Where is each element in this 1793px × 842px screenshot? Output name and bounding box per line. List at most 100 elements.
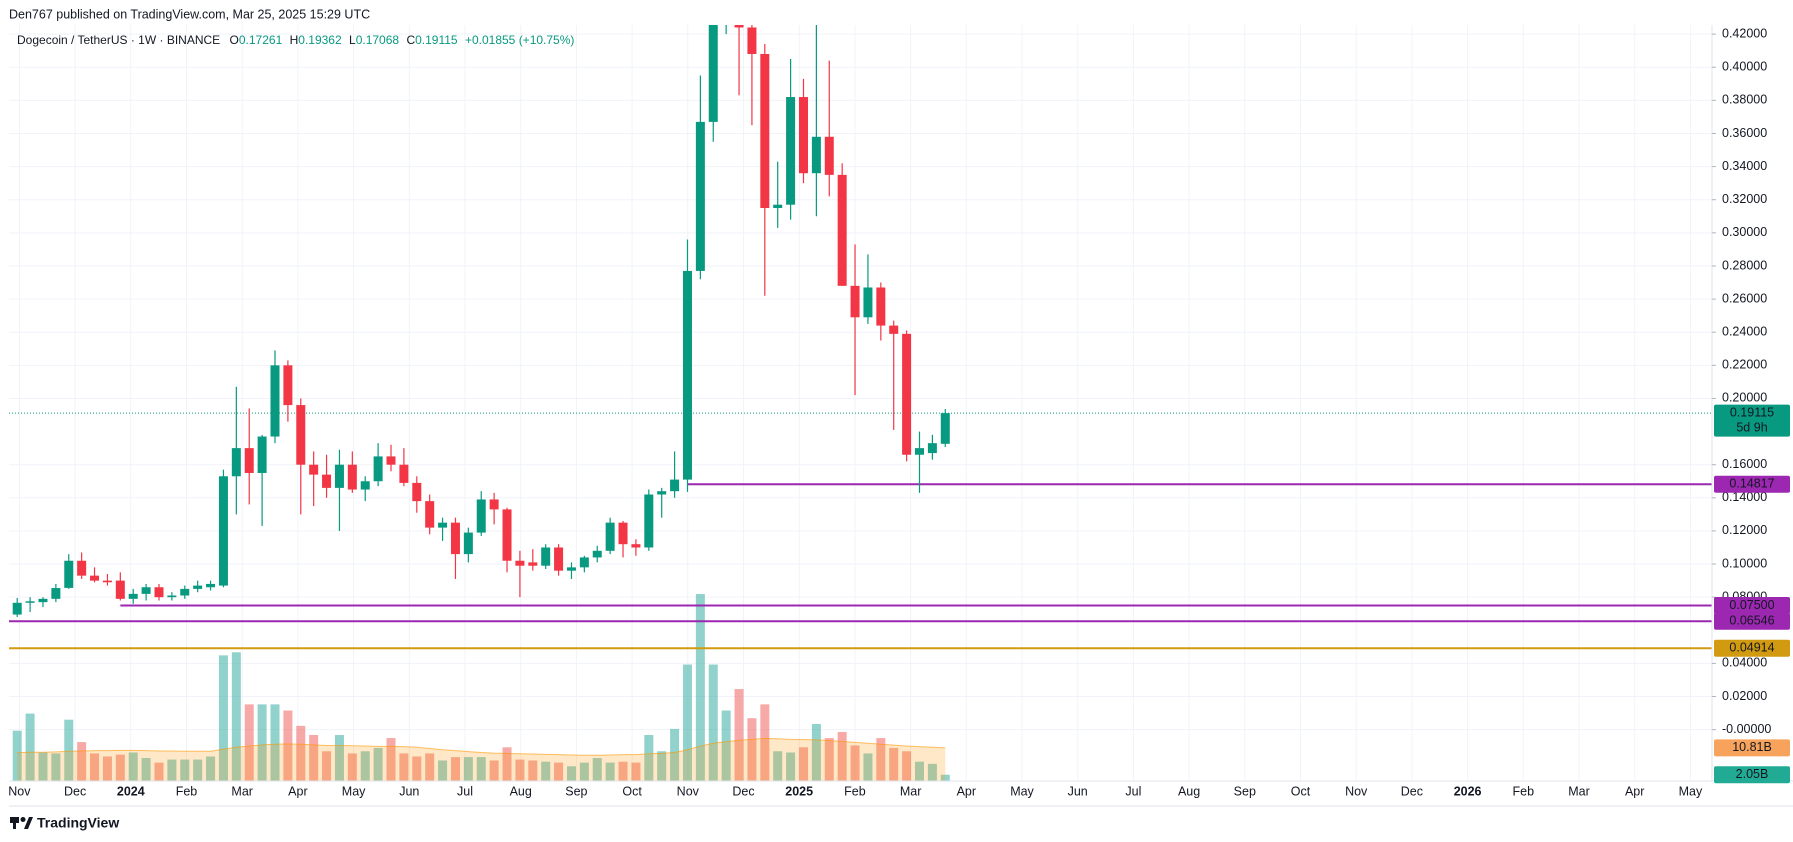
legend-open: 0.17261	[239, 33, 283, 47]
volume-bar	[412, 756, 422, 781]
candle-body	[554, 547, 564, 571]
x-tick-label: Jul	[457, 784, 473, 798]
x-tick-label: Dec	[64, 784, 86, 798]
legend: Dogecoin / TetherUS · 1W · BINANCE O0.17…	[17, 33, 574, 47]
level-label: 0.07500	[1729, 598, 1774, 612]
x-tick-label: Mar	[231, 784, 253, 798]
candle-body	[463, 532, 473, 555]
candle-body	[373, 456, 383, 482]
candle-body	[579, 557, 589, 568]
legend-change-pct: (+10.75%)	[519, 33, 575, 47]
volume-bar	[360, 751, 370, 781]
candle-body	[476, 499, 486, 533]
candle-body	[824, 136, 834, 175]
volume-bar	[773, 751, 783, 781]
volume-bar	[270, 704, 280, 781]
volume-bar	[38, 752, 48, 781]
volume-bar	[708, 664, 718, 781]
candle-body	[644, 494, 654, 548]
candle-body	[734, 25, 744, 28]
candle-body	[798, 97, 808, 174]
legend-high: 0.19362	[298, 33, 342, 47]
candle-body	[747, 27, 757, 54]
x-tick-label: Apr	[288, 784, 307, 798]
volume-bar	[257, 704, 267, 781]
volume-bar	[25, 713, 35, 781]
x-tick-label: Oct	[1291, 784, 1311, 798]
y-tick-label: 0.22000	[1722, 358, 1767, 372]
volume-ma-label: 10.81B	[1732, 740, 1772, 754]
candle-body	[850, 285, 860, 318]
volume-bar	[657, 751, 667, 781]
candle-body	[863, 287, 873, 318]
x-tick-label: Jun	[1068, 784, 1088, 798]
candle-body	[296, 405, 306, 465]
candle-body	[141, 587, 151, 594]
volume-ma-line	[17, 737, 946, 756]
logo-mark	[20, 817, 26, 822]
legend-title: Dogecoin / TetherUS · 1W · BINANCE	[17, 33, 220, 47]
candle-body	[631, 544, 641, 548]
x-tick-label: Dec	[1401, 784, 1423, 798]
y-tick-label: 0.40000	[1722, 60, 1767, 74]
volume-box	[1714, 766, 1790, 784]
volume-bar	[592, 758, 602, 781]
volume-bar	[322, 751, 332, 781]
legend-low: 0.17068	[356, 33, 400, 47]
candle-body	[786, 97, 796, 205]
last-price-box	[1714, 404, 1790, 437]
x-tick-label: Feb	[1513, 784, 1535, 798]
candle-body	[167, 595, 177, 598]
y-tick-label: 0.36000	[1722, 126, 1767, 140]
x-tick-label: Dec	[732, 784, 754, 798]
volume-bar	[747, 718, 757, 781]
candle-body	[760, 53, 770, 208]
candle-body	[399, 464, 409, 483]
level-label-box	[1714, 612, 1790, 630]
candle-body	[915, 448, 924, 455]
volume-bar	[90, 753, 100, 781]
volume-bar	[902, 751, 912, 781]
candle-body	[541, 547, 551, 566]
volume-bar	[502, 747, 512, 781]
candle-body	[90, 575, 100, 581]
volume-bar	[309, 735, 319, 781]
volume-bar	[798, 747, 808, 781]
x-tick-label: May	[342, 784, 366, 798]
volume-bar	[824, 738, 834, 781]
candle-body	[837, 174, 847, 286]
volume-bar	[154, 762, 164, 781]
legend-letter: L	[349, 33, 356, 47]
y-tick-label: 0.42000	[1722, 26, 1767, 40]
x-tick-label: 2025	[785, 784, 813, 798]
volume-bar	[541, 761, 551, 781]
y-tick-label: 0.04000	[1722, 656, 1767, 670]
candle-body	[193, 585, 203, 589]
x-tick-label: Aug	[1178, 784, 1200, 798]
candle-body	[244, 448, 254, 473]
legend-letter: C	[406, 33, 415, 47]
volume-bar	[231, 652, 241, 781]
volume-bar	[940, 774, 950, 781]
volume-ma-box	[1714, 739, 1790, 757]
candle-body	[773, 204, 783, 208]
volume-bar	[51, 753, 61, 781]
volume-label: 2.05B	[1736, 767, 1769, 781]
candle-body	[438, 522, 448, 528]
volume-bar	[450, 757, 460, 781]
y-tick-label: 0.30000	[1722, 225, 1767, 239]
volume-bar	[566, 766, 576, 781]
candle-body	[940, 413, 950, 444]
candle-body	[309, 464, 319, 475]
volume-bar	[218, 655, 228, 781]
candle-body	[566, 567, 576, 571]
x-tick-label: Sep	[1234, 784, 1256, 798]
candle-body	[322, 474, 332, 488]
candle-body	[592, 550, 602, 558]
candle-body	[682, 270, 692, 480]
candle-body	[283, 365, 293, 406]
candle-body	[206, 583, 216, 588]
candle-body	[115, 580, 125, 599]
level-label: 0.04914	[1729, 641, 1774, 655]
y-tick-label: 0.32000	[1722, 192, 1767, 206]
